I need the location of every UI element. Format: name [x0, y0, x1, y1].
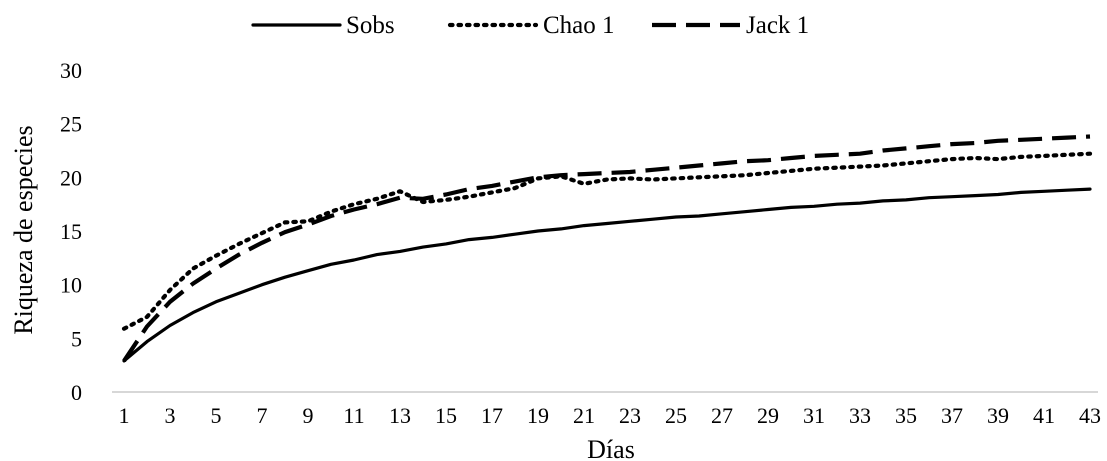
x-tick-label: 21 [573, 403, 595, 428]
x-tick-label: 39 [987, 403, 1009, 428]
x-tick-label: 31 [803, 403, 825, 428]
x-tick-label: 1 [119, 403, 130, 428]
x-tick-label: 5 [211, 403, 222, 428]
y-tick-label: 5 [71, 326, 82, 351]
x-tick-label: 9 [303, 403, 314, 428]
y-tick-label: 30 [60, 58, 82, 83]
x-tick-label: 37 [941, 403, 963, 428]
x-tick-label: 3 [165, 403, 176, 428]
legend-label: Chao 1 [543, 12, 615, 39]
y-tick-label: 20 [60, 165, 82, 190]
x-tick-label: 15 [435, 403, 457, 428]
x-tick-label: 17 [481, 403, 503, 428]
series-line-chao-1 [121, 151, 1093, 331]
legend: Sobs Chao 1 Jack 1 [251, 12, 809, 39]
x-tick-label: 25 [665, 403, 687, 428]
y-tick-label: 0 [71, 380, 82, 405]
x-tick-label: 19 [527, 403, 549, 428]
y-tick-label: 10 [60, 273, 82, 298]
y-tick-label: 15 [60, 219, 82, 244]
x-tick-label: 13 [389, 403, 411, 428]
x-tick-label: 7 [257, 403, 268, 428]
x-axis-title: Días [587, 435, 635, 461]
series-line-jack-1 [122, 134, 1091, 363]
x-tick-label: 29 [757, 403, 779, 428]
y-axis-ticks: 0 5 10 15 20 25 30 [60, 58, 82, 405]
y-axis-title: Riqueza de especies [9, 125, 38, 334]
x-tick-label: 27 [711, 403, 733, 428]
x-tick-label: 35 [895, 403, 917, 428]
legend-label: Sobs [346, 12, 395, 39]
x-tick-label: 33 [849, 403, 871, 428]
legend-label: Jack 1 [746, 12, 809, 39]
x-tick-label: 11 [343, 403, 364, 428]
series-lines [121, 134, 1093, 363]
y-tick-label: 25 [60, 112, 82, 137]
x-axis-ticks: 1 3 5 7 9 11 13 15 17 19 21 23 25 27 29 31 33 35 37 39 41 43 [119, 403, 1102, 428]
x-tick-label: 23 [619, 403, 641, 428]
series-line-sobs [122, 187, 1092, 363]
x-tick-label: 41 [1033, 403, 1055, 428]
x-tick-label: 43 [1079, 403, 1101, 428]
